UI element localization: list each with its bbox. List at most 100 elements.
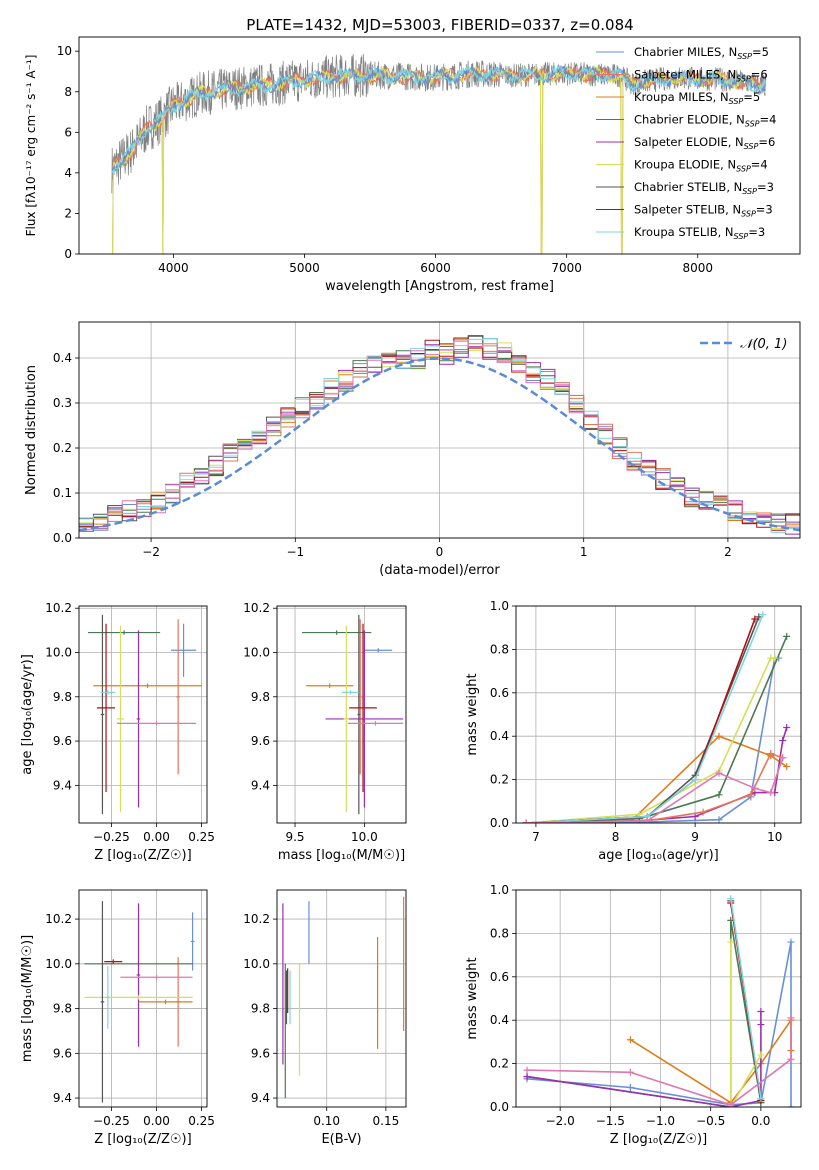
weight-series-marker bbox=[771, 654, 779, 662]
legend-subscript: SSP bbox=[729, 97, 744, 106]
weight-series-line bbox=[526, 752, 783, 823]
y-axis-label: mass [log₁₀(M/M☉)] bbox=[20, 935, 35, 1062]
legend-text: Kroupa STELIB, N bbox=[634, 225, 734, 239]
weight-series-marker bbox=[757, 1051, 765, 1059]
y-tick-label: 0.6 bbox=[490, 970, 509, 984]
legend-suffix: =3 bbox=[756, 203, 773, 217]
weight-series-marker bbox=[523, 1066, 531, 1074]
x-tick-label: 0.15 bbox=[373, 1114, 400, 1128]
residuals-panel: −2 −1 0 1 2 0.0 0.1 0.2 0.3 0.4 (data-model)/error… bbox=[24, 321, 801, 578]
y-tick-label: 9.6 bbox=[251, 1046, 270, 1060]
legend-entry: Chabrier MILES, NSSP=5 bbox=[634, 45, 769, 61]
weight-series-marker bbox=[699, 808, 707, 816]
spectrum-panel: 4000 5000 6000 7000 8000 0 2 4 6 8 10 wavelength [A… bbox=[24, 36, 801, 294]
weight-series-line bbox=[526, 636, 788, 823]
weight-vs-age-panel: 7 8 9 10 0.0 0.2 0.4 0.6 0.8 1.0 age [log₁₀(age/yr… bbox=[465, 599, 802, 863]
plot-area bbox=[111, 53, 767, 254]
axes-frame bbox=[78, 36, 801, 255]
y-tick-label: 0.4 bbox=[490, 1013, 509, 1027]
plot-area bbox=[523, 895, 795, 1107]
model-spectrum-line bbox=[111, 65, 766, 254]
weight-series-marker bbox=[715, 791, 723, 799]
weight-series-marker bbox=[751, 784, 759, 792]
weight-series-marker bbox=[715, 816, 723, 823]
weight-series-marker bbox=[787, 1014, 795, 1022]
y-tick-label: 0.2 bbox=[490, 773, 509, 787]
legend-subscript: SSP bbox=[744, 142, 759, 151]
plot-area bbox=[301, 614, 404, 815]
y-tick-label: 0.2 bbox=[490, 1057, 509, 1071]
y-tick-label: 0.3 bbox=[53, 396, 72, 410]
weight-series-line bbox=[526, 1011, 762, 1107]
legend-suffix: =3 bbox=[748, 225, 765, 239]
x-tick-label: 8000 bbox=[682, 261, 713, 275]
age-vs-mass-panel: 9.5 10.0 9.4 9.6 9.8 10.0 10.2 mass [log₁₀(M/M☉… bbox=[243, 601, 407, 863]
legend-suffix: =6 bbox=[751, 68, 768, 82]
x-axis-label: Z [log₁₀(Z/Z☉)] bbox=[94, 848, 191, 863]
y-tick-label: 2 bbox=[64, 206, 72, 220]
y-tick-label: 1.0 bbox=[490, 883, 509, 897]
y-tick-label: 0.4 bbox=[53, 351, 72, 365]
weight-series-marker bbox=[522, 819, 530, 823]
x-tick-label: 0.25 bbox=[188, 830, 215, 844]
y-tick-label: 10.0 bbox=[45, 646, 72, 660]
y-tick-label: 0.2 bbox=[53, 441, 72, 455]
legend-text: Salpeter STELIB, N bbox=[634, 203, 741, 217]
y-tick-label: 10.2 bbox=[243, 601, 270, 615]
y-tick-label: 9.6 bbox=[251, 734, 270, 748]
weight-series-line bbox=[526, 614, 764, 823]
x-tick-label: 1 bbox=[580, 545, 588, 559]
legend-subscript: SSP bbox=[737, 52, 752, 61]
x-tick-label: 0.10 bbox=[313, 1114, 340, 1128]
plot-area bbox=[282, 896, 405, 1099]
x-axis-label: Z [log₁₀(Z/Z☉)] bbox=[94, 1132, 191, 1147]
legend-entry: 𝒩(0, 1) bbox=[740, 337, 787, 352]
model-spectrum-line bbox=[111, 65, 766, 254]
y-tick-label: 9.4 bbox=[53, 1091, 72, 1105]
legend-entry: Kroupa ELODIE, NSSP=4 bbox=[634, 158, 768, 174]
x-tick-label: 5000 bbox=[289, 261, 320, 275]
axes-frame bbox=[276, 605, 407, 824]
x-tick-label: 8 bbox=[612, 830, 620, 844]
weight-series-marker bbox=[779, 754, 787, 762]
weight-series-marker bbox=[783, 763, 791, 771]
weight-series-line bbox=[526, 657, 775, 823]
x-tick-label: 7 bbox=[532, 830, 540, 844]
y-tick-label: 9.4 bbox=[251, 1091, 270, 1105]
weight-series-marker bbox=[787, 1103, 795, 1107]
weight-series-marker bbox=[626, 1036, 634, 1044]
normal-curve bbox=[79, 357, 800, 532]
weight-series-marker bbox=[523, 1073, 531, 1081]
x-tick-label: 0 bbox=[436, 545, 444, 559]
x-tick-label: 4000 bbox=[158, 261, 189, 275]
x-tick-label: −2.0 bbox=[546, 1114, 575, 1128]
weight-series-marker bbox=[767, 789, 775, 797]
weight-series-marker bbox=[715, 769, 723, 777]
weight-series-line bbox=[526, 757, 784, 823]
figure-title: PLATE=1432, MJD=53003, FIBERID=0337, z=0… bbox=[246, 16, 633, 34]
x-axis-label: wavelength [Angstrom, rest frame] bbox=[325, 279, 554, 294]
y-tick-label: 0 bbox=[64, 247, 72, 261]
y-tick-label: 10.0 bbox=[243, 957, 270, 971]
weight-series-marker bbox=[643, 817, 651, 823]
model-spectrum-line bbox=[111, 64, 766, 174]
weight-series-marker bbox=[727, 895, 735, 903]
y-tick-label: 9.6 bbox=[53, 1046, 72, 1060]
x-axis-label: (data-model)/error bbox=[379, 563, 500, 578]
y-tick-label: 10.2 bbox=[45, 912, 72, 926]
age-vs-z-panel: −0.25 0.00 0.25 9.4 9.6 9.8 10.0 10.2 Z [log₁₀(Z… bbox=[20, 601, 215, 863]
x-tick-label: −2 bbox=[142, 545, 160, 559]
legend-text: Salpeter MILES, N bbox=[634, 68, 736, 82]
legend-suffix: =5 bbox=[752, 45, 769, 59]
weight-series-marker bbox=[779, 737, 787, 745]
y-tick-label: 10.2 bbox=[243, 912, 270, 926]
x-axis-label: Z [log₁₀(Z/Z☉)] bbox=[610, 1132, 707, 1147]
weight-series-marker bbox=[727, 938, 735, 946]
weight-series-marker bbox=[759, 611, 767, 619]
legend-suffix: =4 bbox=[751, 158, 768, 172]
x-tick-label: −1.0 bbox=[646, 1114, 675, 1128]
y-tick-label: 8 bbox=[64, 85, 72, 99]
weight-series-marker bbox=[691, 812, 699, 820]
mass-vs-z-panel: −0.25 0.00 0.25 9.4 9.6 9.8 10.0 10.2 Z [log₁₀(Z… bbox=[20, 889, 215, 1147]
